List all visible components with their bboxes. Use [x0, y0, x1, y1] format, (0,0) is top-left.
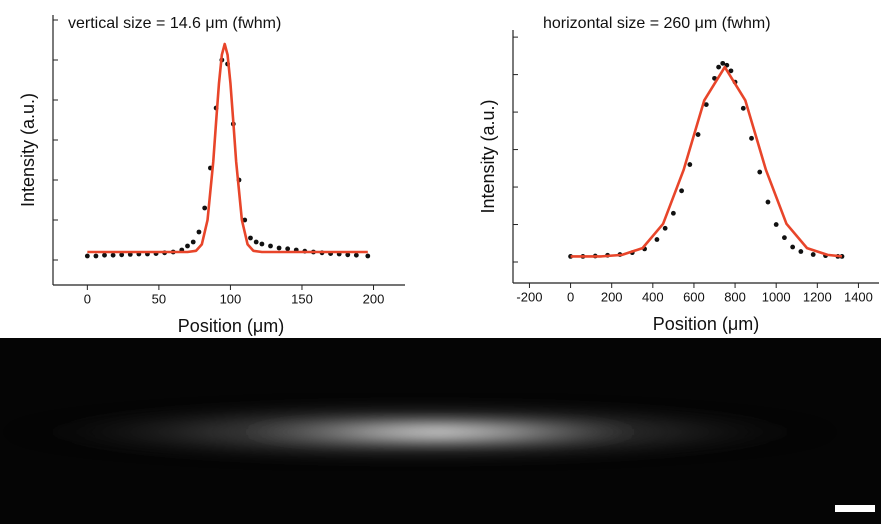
y-axis-label: Intensity (a.u.) — [478, 99, 498, 213]
data-point — [670, 210, 676, 216]
data-point — [695, 132, 701, 137]
chart-title: horizontal size = 260 μm (fwhm) — [543, 15, 771, 32]
data-point — [345, 252, 351, 258]
data-point — [728, 68, 734, 74]
x-axis-label: Position (μm) — [653, 314, 759, 334]
data-point — [102, 252, 107, 258]
x-tick-label: 1000 — [762, 289, 791, 304]
data-point — [703, 102, 709, 107]
data-point — [253, 239, 259, 245]
x-tick-label: 600 — [683, 289, 705, 304]
data-point — [740, 105, 746, 111]
data-point — [790, 244, 796, 250]
x-tick-label: 1200 — [803, 289, 832, 304]
data-point — [773, 222, 779, 227]
x-tick-label: 200 — [363, 291, 385, 306]
data-point — [119, 252, 125, 258]
x-tick-label: -200 — [516, 289, 542, 304]
data-point — [196, 229, 202, 235]
chart-title: vertical size = 14.6 μm (fwhm) — [68, 15, 281, 32]
data-point — [268, 243, 273, 249]
x-tick-label: 150 — [291, 291, 313, 306]
data-point — [93, 253, 99, 259]
data-point — [353, 252, 359, 258]
beam-core — [210, 416, 670, 448]
data-point — [248, 235, 253, 241]
data-point — [185, 243, 190, 249]
data-point — [365, 253, 371, 259]
data-point — [110, 252, 116, 258]
data-point — [84, 253, 90, 259]
data-point — [202, 205, 208, 211]
data-point — [757, 169, 763, 175]
data-point — [242, 217, 248, 223]
fit-line — [570, 65, 843, 258]
data-point — [190, 239, 196, 245]
data-point — [782, 235, 787, 241]
data-point — [765, 199, 771, 205]
x-tick-label: 0 — [84, 291, 91, 306]
chart: -200 0 200 400 600 800 1000 1200 1400 horizontal … — [478, 15, 879, 334]
x-tick-label: 800 — [724, 289, 746, 304]
data-point — [687, 162, 693, 167]
beam-image — [0, 338, 881, 524]
data-point — [749, 135, 754, 141]
data-point — [720, 60, 726, 66]
x-tick-label: 50 — [152, 291, 166, 306]
data-point — [654, 237, 660, 242]
data-point — [662, 225, 668, 231]
data-point — [810, 252, 816, 257]
y-axis-label: Intensity (a.u.) — [18, 93, 38, 207]
x-tick-label: 200 — [601, 289, 623, 304]
chart: 0 50 100 150 200 vertical size = 14.6 μm (fwh… — [18, 15, 405, 336]
x-tick-label: 100 — [220, 291, 242, 306]
scale-bar — [835, 505, 875, 512]
data-point — [285, 246, 291, 252]
x-tick-label: 400 — [642, 289, 664, 304]
data-point — [716, 64, 722, 70]
x-tick-label: 1400 — [844, 289, 873, 304]
fit-line — [87, 42, 368, 254]
x-tick-label: 0 — [567, 289, 574, 304]
data-point — [259, 241, 265, 247]
data-point — [679, 188, 685, 194]
x-axis-label: Position (μm) — [178, 316, 284, 336]
data-point — [798, 249, 804, 254]
data-point — [276, 245, 282, 251]
